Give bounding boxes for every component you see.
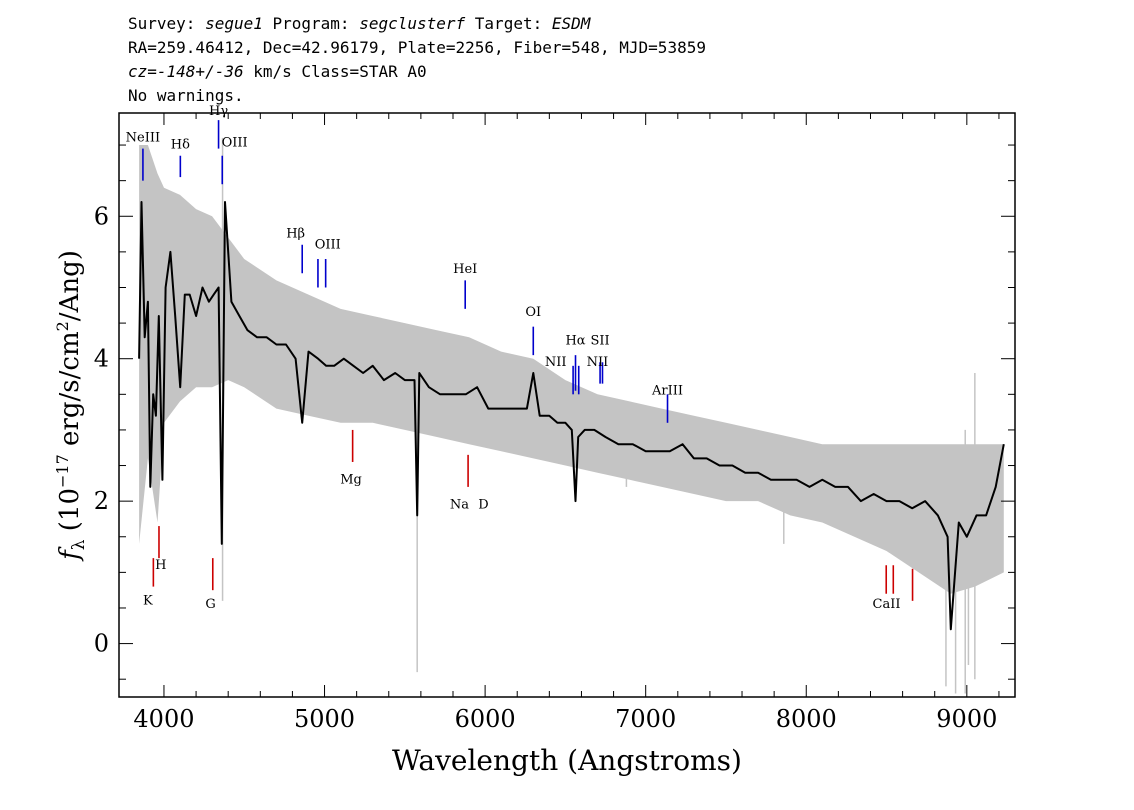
flux-line — [138, 201, 1005, 631]
line-label: Hβ — [286, 227, 305, 242]
y-tick-label: 2 — [94, 487, 109, 515]
line-label: HeI — [453, 262, 477, 277]
target-value: ESDM — [551, 14, 591, 33]
y-axis-label-sub: λ — [69, 539, 89, 550]
y-axis-label-mid: erg/s/cm — [55, 331, 85, 454]
line-label: D — [478, 497, 488, 512]
y-axis-label-exp2: 2 — [53, 321, 72, 331]
line-label: ArIII — [651, 383, 683, 398]
y-axis-label-exp1: −17 — [53, 454, 72, 488]
line-label: Hδ — [171, 138, 190, 153]
line-label: G — [205, 597, 215, 612]
header-line-3: cz=-148+/-36 km/s Class=STAR A0 — [128, 62, 427, 81]
plot-frame — [118, 112, 1016, 698]
y-tick-label: 4 — [94, 345, 109, 373]
survey-label: Survey: — [128, 14, 206, 33]
line-label: CaII — [873, 597, 901, 612]
line-label: H — [155, 558, 166, 573]
x-axis-label: Wavelength (Angstroms) — [392, 744, 742, 777]
line-label: NII — [545, 355, 567, 370]
line-label: OIII — [222, 135, 248, 150]
x-tick-label: 8000 — [776, 705, 837, 733]
y-tick-label: 6 — [94, 202, 109, 230]
line-label: SII — [590, 333, 609, 348]
x-tick-label: 4000 — [133, 705, 194, 733]
y-axis-label-post: /Ang) — [55, 250, 85, 321]
class-value: km/s Class=STAR A0 — [243, 62, 427, 81]
header-line-4: No warnings. — [128, 86, 244, 105]
program-value: segclusterf — [359, 14, 466, 33]
program-label: Program: — [262, 14, 360, 33]
target-label: Target: — [465, 14, 552, 33]
line-label: NeIII — [126, 130, 160, 145]
line-label: K — [143, 593, 153, 608]
line-label: Hα — [565, 333, 585, 348]
redshift-value: cz=-148+/-36 — [128, 62, 244, 81]
axes-layer: 4000 5000 6000 7000 8000 9000 0 2 4 6 — [94, 112, 1016, 733]
line-label: OIII — [315, 237, 341, 252]
error-band — [139, 145, 1004, 594]
survey-value: segue1 — [205, 14, 263, 33]
x-tick-label: 7000 — [615, 705, 676, 733]
x-tick-label: 9000 — [936, 705, 997, 733]
line-label: Na — [450, 497, 469, 512]
y-axis-label-pre: (10 — [55, 488, 85, 540]
x-tick-label: 6000 — [455, 705, 516, 733]
line-label: NII — [587, 355, 609, 370]
header-line-2: RA=259.46412, Dec=42.96179, Plate=2256, … — [128, 38, 706, 57]
y-axis-label: fλ (10−17 erg/s/cm2/Ang) — [53, 250, 89, 562]
line-label: Mg — [340, 472, 362, 487]
y-tick-label: 0 — [94, 630, 109, 658]
header-line-1: Survey: segue1 Program: segclusterf Targ… — [128, 14, 590, 33]
line-label: OI — [525, 305, 541, 320]
line-label: Hγ — [209, 104, 228, 119]
flux-layer — [138, 201, 1005, 631]
x-tick-label: 5000 — [294, 705, 355, 733]
